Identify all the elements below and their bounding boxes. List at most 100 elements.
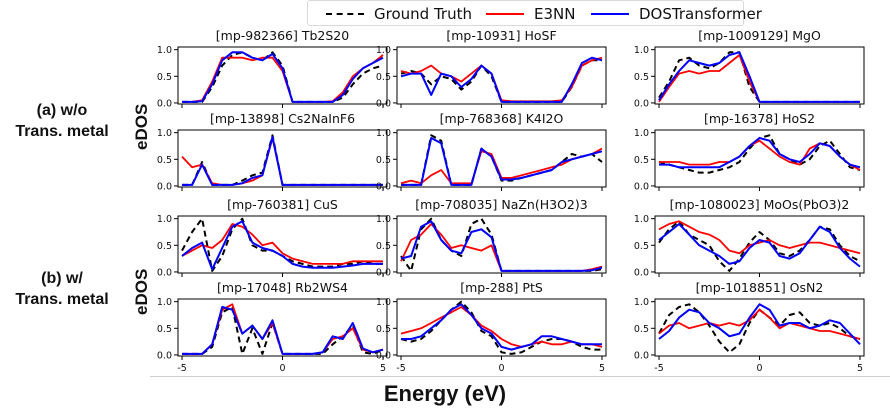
series-line-dostransformer (401, 303, 602, 351)
x-tick-label: 0 (756, 363, 762, 374)
subplot: [mp-768368] K4I2O 0.0 0.5 1.0 (376, 111, 607, 192)
y-tick-label: 0.5 (376, 72, 391, 83)
series-line-e3nn (400, 306, 603, 348)
series-line-ground-truth (400, 217, 603, 272)
legend-label: E3NN (534, 5, 576, 23)
x-tick-label: 5 (380, 363, 386, 374)
series-line-e3nn (181, 223, 383, 265)
series-line-dostransformer (400, 220, 603, 272)
y-tick-label: 0.0 (376, 181, 391, 192)
subplot: [mp-17048] Rb2WS4 0.0 0.5 1.0 -5 0 5 (157, 280, 388, 374)
x-tick-label: 5 (599, 363, 605, 374)
series-line-dostransformer (658, 303, 861, 345)
subplot-title: [mp-288] PtS (460, 280, 543, 295)
y-tick-label: 0.5 (634, 155, 649, 166)
series-line-ground-truth (658, 220, 861, 272)
x-tick-label: -5 (654, 363, 663, 374)
subplot-title: [mp-1018851] OsN2 (696, 280, 824, 295)
series-line-e3nn (400, 223, 603, 272)
series-line-ground-truth (181, 217, 383, 272)
y-tick-label: 1.0 (376, 214, 391, 225)
x-tick-label: -5 (396, 363, 405, 374)
legend-swatch-dostransformer (591, 13, 629, 15)
y-tick-label: 0.5 (157, 72, 172, 83)
series-line-e3nn (658, 308, 861, 340)
y-tick-label: 1.0 (376, 297, 391, 308)
y-tick-label: 0.0 (634, 181, 649, 192)
series-line-dostransformer (182, 135, 383, 186)
y-tick-label: 0.0 (376, 350, 391, 361)
series-line-ground-truth (182, 51, 384, 103)
y-tick-label: 1.0 (157, 128, 172, 139)
subplot-title: [mp-16378] HoS2 (704, 111, 815, 126)
subplot-title: [mp-17048] Rb2WS4 (217, 280, 348, 295)
y-tick-label: 1.0 (376, 128, 391, 139)
y-tick-label: 0.5 (634, 72, 649, 83)
y-tick-label: 0.0 (634, 350, 649, 361)
series-line-dostransformer (400, 56, 603, 103)
x-tick-label: -5 (177, 363, 186, 374)
x-tick-label: 0 (279, 363, 285, 374)
legend-item-ground-truth: Ground Truth (326, 4, 472, 24)
legend-item-e3nn: E3NN (486, 4, 575, 24)
subplot-title: [mp-760381] CuS (227, 197, 338, 212)
subplot: [mp-13898] Cs2NaInF6 0.0 0.5 1.0 (157, 111, 388, 192)
axes-frame (396, 215, 607, 274)
group-label-line: (b) w/ (41, 270, 83, 287)
group-label-line: Trans. metal (15, 123, 109, 140)
y-tick-label: 1.0 (634, 45, 649, 56)
series-line-dostransformer (659, 137, 861, 169)
y-tick-label: 1.0 (157, 214, 172, 225)
y-tick-label: 0.5 (376, 155, 391, 166)
y-tick-label: 0.0 (157, 181, 172, 192)
subplot-title: [mp-982366] Tb2S20 (216, 28, 349, 43)
x-tick-label: 0 (498, 363, 504, 374)
series-line-dostransformer (182, 306, 384, 355)
series-line-e3nn (658, 220, 861, 255)
y-tick-label: 0.0 (634, 98, 649, 109)
y-tick-label: 0.5 (157, 155, 172, 166)
subplot: [mp-16378] HoS2 0.0 0.5 1.0 (634, 111, 865, 192)
subplot-title: [mp-1080023] MoOs(PbO3)2 (670, 197, 850, 212)
x-axis-label: Energy (eV) (383, 381, 507, 406)
series-line-dostransformer (181, 220, 383, 271)
series-line-dostransformer (182, 51, 384, 103)
legend: Ground Truth E3NN DOSTransformer (307, 0, 762, 26)
axes-frame (396, 46, 607, 105)
subplot: [mp-10931] HoSF 0.0 0.5 1.0 (376, 28, 607, 109)
series-line-e3nn (181, 137, 383, 186)
y-tick-label: 0.0 (157, 98, 172, 109)
x-tick-label: 5 (857, 363, 863, 374)
subplot: [mp-288] PtS 0.0 0.5 1.0 -5 0 5 (376, 280, 607, 374)
group-label-line: (a) w/o (36, 102, 88, 119)
series-line-ground-truth (401, 134, 603, 186)
y-tick-label: 0.0 (634, 267, 649, 278)
group-label-line: Trans. metal (15, 291, 109, 308)
subplot-title: [mp-708035] NaZn(H3O2)3 (415, 197, 587, 212)
subplot: [mp-982366] Tb2S20 0.0 0.5 1.0 (157, 28, 388, 109)
subplot-title: [mp-768368] K4I2O (440, 111, 564, 126)
subplot: [mp-1080023] MoOs(PbO3)2 0.0 0.5 1.0 (634, 197, 865, 278)
y-tick-label: 1.0 (634, 128, 649, 139)
subplot: [mp-1009129] MgO 0.0 0.5 1.0 (634, 28, 865, 109)
y-tick-label: 0.5 (634, 324, 649, 335)
series-line-e3nn (658, 54, 860, 103)
y-tick-label: 1.0 (157, 45, 172, 56)
subplot: [mp-1018851] OsN2 0.0 0.5 1.0 -5 0 5 (634, 280, 865, 374)
y-tick-label: 1.0 (376, 45, 391, 56)
group-label-a: (a) w/o Trans. metal (0, 100, 124, 142)
y-tick-label: 0.5 (376, 241, 391, 252)
subplot: [mp-708035] NaZn(H3O2)3 0.0 0.5 1.0 (376, 197, 607, 278)
legend-label: Ground Truth (374, 5, 472, 23)
subplot-title: [mp-13898] Cs2NaInF6 (210, 111, 355, 126)
legend-item-dostransformer: DOSTransformer (591, 4, 762, 24)
subplot: [mp-760381] CuS 0.0 0.5 1.0 (157, 197, 388, 278)
group-label-b: (b) w/ Trans. metal (0, 268, 124, 310)
subplot-title: [mp-10931] HoSF (446, 28, 556, 43)
series-line-ground-truth (182, 134, 383, 186)
legend-swatch-ground-truth (326, 13, 364, 15)
y-tick-label: 0.0 (157, 267, 172, 278)
series-line-dostransformer (658, 223, 861, 268)
series-line-dostransformer (658, 51, 860, 103)
